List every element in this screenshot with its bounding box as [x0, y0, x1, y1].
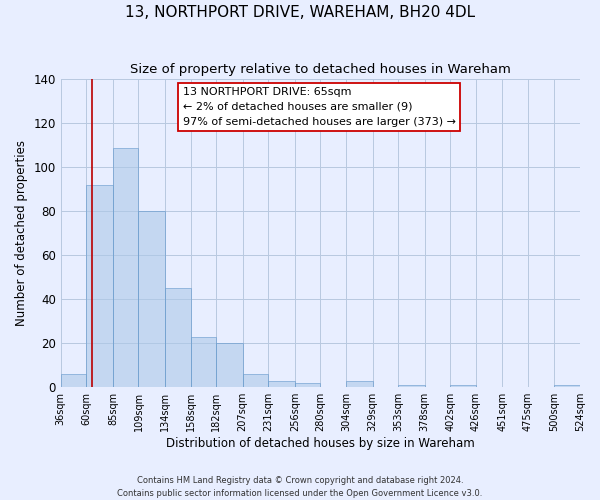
Bar — [113, 148, 139, 387]
Bar — [139, 212, 165, 387]
Bar — [554, 385, 580, 387]
Bar — [86, 185, 113, 387]
Text: 13, NORTHPORT DRIVE, WAREHAM, BH20 4DL: 13, NORTHPORT DRIVE, WAREHAM, BH20 4DL — [125, 5, 475, 20]
Bar — [243, 374, 268, 387]
Bar — [346, 380, 373, 387]
Bar — [450, 385, 476, 387]
Bar — [165, 288, 191, 387]
Bar — [61, 374, 86, 387]
Text: 13 NORTHPORT DRIVE: 65sqm
← 2% of detached houses are smaller (9)
97% of semi-de: 13 NORTHPORT DRIVE: 65sqm ← 2% of detach… — [183, 87, 456, 126]
Bar — [268, 380, 295, 387]
X-axis label: Distribution of detached houses by size in Wareham: Distribution of detached houses by size … — [166, 437, 475, 450]
Title: Size of property relative to detached houses in Wareham: Size of property relative to detached ho… — [130, 62, 511, 76]
Text: Contains HM Land Registry data © Crown copyright and database right 2024.
Contai: Contains HM Land Registry data © Crown c… — [118, 476, 482, 498]
Bar — [398, 385, 425, 387]
Bar — [295, 383, 320, 387]
Bar — [216, 343, 243, 387]
Bar — [191, 336, 216, 387]
Y-axis label: Number of detached properties: Number of detached properties — [15, 140, 28, 326]
